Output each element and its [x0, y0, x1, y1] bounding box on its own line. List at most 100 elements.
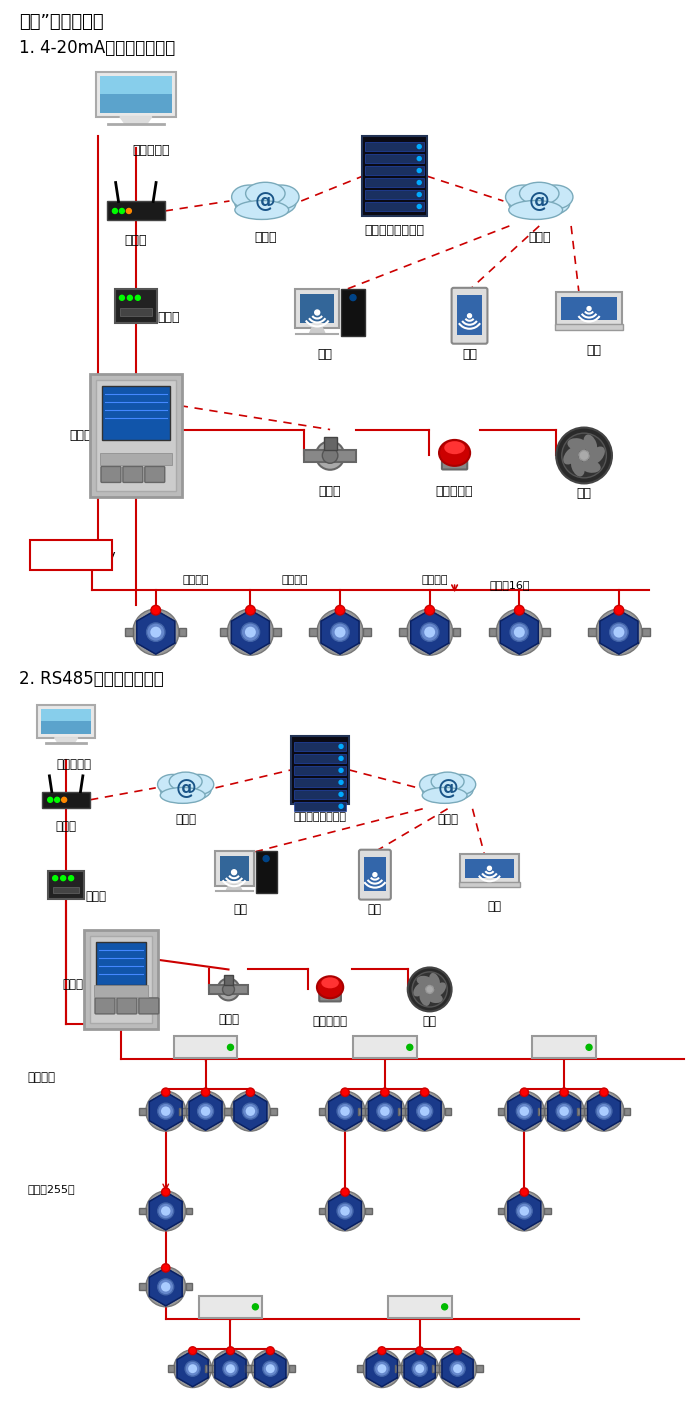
Circle shape — [188, 1365, 197, 1373]
Circle shape — [201, 1106, 210, 1116]
FancyBboxPatch shape — [117, 998, 136, 1014]
Polygon shape — [189, 1092, 222, 1130]
Circle shape — [341, 1088, 349, 1096]
FancyBboxPatch shape — [465, 858, 514, 878]
Polygon shape — [177, 1351, 208, 1387]
Circle shape — [317, 609, 363, 656]
Circle shape — [363, 1349, 400, 1387]
Circle shape — [556, 428, 612, 484]
FancyBboxPatch shape — [289, 1365, 295, 1372]
Text: 可连接255台: 可连接255台 — [540, 1048, 588, 1058]
Ellipse shape — [235, 190, 296, 217]
FancyBboxPatch shape — [365, 166, 424, 174]
Text: 485中继器: 485中继器 — [544, 1036, 584, 1045]
FancyBboxPatch shape — [100, 76, 172, 113]
FancyBboxPatch shape — [100, 453, 172, 466]
FancyBboxPatch shape — [309, 628, 317, 636]
FancyBboxPatch shape — [115, 288, 157, 322]
FancyBboxPatch shape — [498, 1207, 505, 1214]
Text: 485中继器: 485中继器 — [210, 1294, 251, 1304]
FancyBboxPatch shape — [53, 886, 79, 893]
FancyBboxPatch shape — [96, 943, 146, 985]
Circle shape — [223, 1361, 238, 1376]
Circle shape — [185, 1361, 200, 1376]
Circle shape — [416, 1346, 423, 1355]
Polygon shape — [442, 1351, 473, 1387]
FancyBboxPatch shape — [214, 851, 253, 886]
Circle shape — [218, 978, 239, 1000]
FancyBboxPatch shape — [220, 855, 248, 881]
Ellipse shape — [571, 456, 584, 477]
Ellipse shape — [509, 200, 563, 219]
Circle shape — [339, 792, 343, 796]
FancyBboxPatch shape — [186, 1107, 192, 1114]
Ellipse shape — [422, 788, 467, 803]
Polygon shape — [411, 611, 449, 654]
Circle shape — [587, 307, 591, 311]
Text: 信号输出: 信号输出 — [282, 575, 309, 585]
Text: @: @ — [255, 191, 276, 211]
FancyBboxPatch shape — [364, 857, 386, 891]
FancyBboxPatch shape — [139, 1283, 146, 1290]
Circle shape — [162, 1188, 170, 1196]
FancyBboxPatch shape — [294, 765, 346, 775]
Circle shape — [202, 1088, 210, 1096]
Text: 终端: 终端 — [487, 899, 501, 913]
Circle shape — [407, 1044, 413, 1050]
Circle shape — [253, 1304, 258, 1310]
Text: 可连接255台: 可连接255台 — [27, 1185, 75, 1195]
Ellipse shape — [321, 978, 339, 988]
Polygon shape — [328, 1092, 361, 1130]
Circle shape — [559, 1106, 569, 1116]
Circle shape — [505, 1192, 544, 1231]
Circle shape — [113, 208, 118, 214]
FancyBboxPatch shape — [304, 450, 356, 461]
Circle shape — [377, 1365, 386, 1373]
Circle shape — [610, 623, 628, 642]
Circle shape — [407, 609, 453, 656]
Circle shape — [340, 1106, 350, 1116]
Circle shape — [227, 1346, 235, 1355]
FancyBboxPatch shape — [223, 975, 234, 985]
Circle shape — [514, 626, 525, 637]
Polygon shape — [508, 1192, 540, 1230]
Ellipse shape — [439, 440, 470, 466]
Text: ⊖: ⊖ — [41, 549, 52, 561]
FancyBboxPatch shape — [498, 1107, 505, 1114]
Text: 485中继器: 485中继器 — [364, 1036, 405, 1045]
Circle shape — [246, 1088, 255, 1096]
Text: @: @ — [438, 778, 458, 798]
Ellipse shape — [433, 982, 446, 996]
Circle shape — [420, 1106, 429, 1116]
Polygon shape — [255, 1351, 286, 1387]
FancyBboxPatch shape — [624, 1107, 631, 1114]
Circle shape — [226, 1365, 235, 1373]
FancyBboxPatch shape — [274, 628, 281, 636]
Circle shape — [378, 1346, 386, 1355]
Circle shape — [325, 1192, 365, 1231]
Ellipse shape — [160, 778, 211, 802]
Circle shape — [412, 972, 447, 1007]
Circle shape — [246, 1106, 255, 1116]
FancyBboxPatch shape — [444, 1107, 452, 1114]
Text: 安帝尔网络服务器: 安帝尔网络服务器 — [293, 812, 346, 822]
Ellipse shape — [419, 991, 430, 1006]
Circle shape — [416, 1103, 433, 1119]
Circle shape — [408, 968, 452, 1012]
Polygon shape — [234, 1092, 267, 1130]
Circle shape — [151, 605, 160, 615]
Text: 2. RS485信号连接系统图: 2. RS485信号连接系统图 — [20, 670, 164, 688]
FancyBboxPatch shape — [294, 802, 346, 810]
Circle shape — [174, 1349, 211, 1387]
FancyBboxPatch shape — [96, 72, 176, 117]
Text: 手机: 手机 — [368, 903, 382, 916]
Text: @: @ — [175, 778, 196, 798]
FancyBboxPatch shape — [294, 778, 346, 787]
Circle shape — [316, 442, 344, 470]
Circle shape — [162, 1088, 170, 1096]
Text: 可连接255台: 可连接255台 — [396, 1307, 444, 1318]
FancyBboxPatch shape — [199, 1296, 262, 1318]
FancyBboxPatch shape — [205, 1365, 211, 1372]
Ellipse shape — [169, 772, 202, 791]
Circle shape — [373, 872, 377, 877]
